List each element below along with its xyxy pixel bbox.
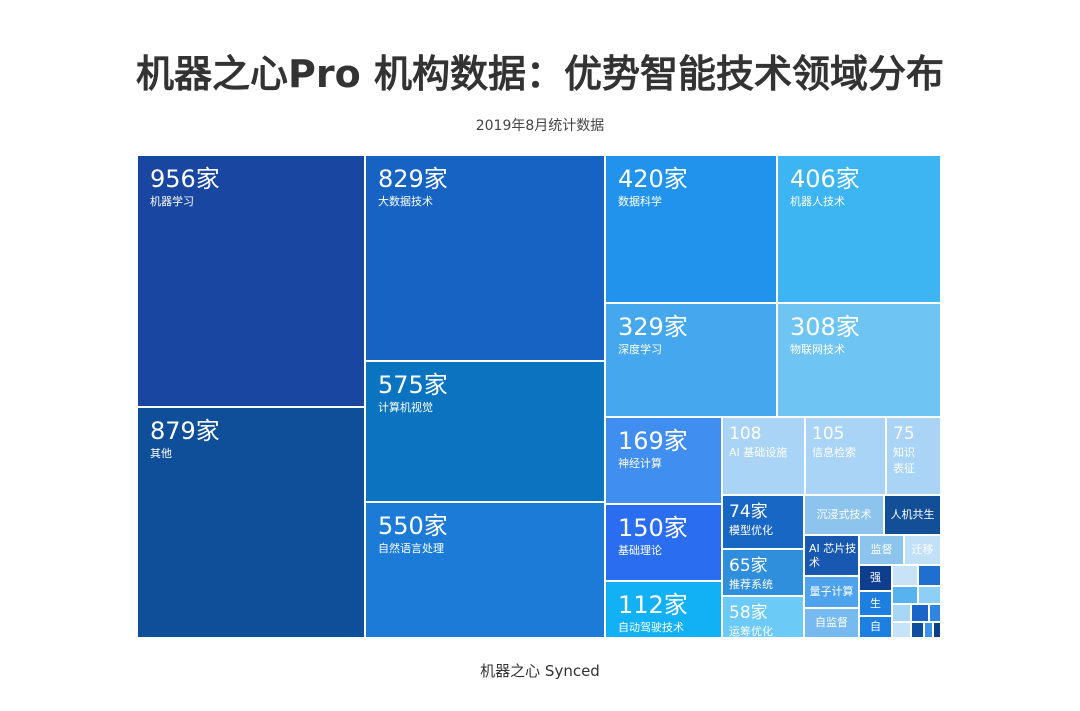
treemap-cell: 108 AI 基础设施 <box>722 417 805 495</box>
treemap-cell <box>929 604 941 622</box>
treemap-cell: 沉浸式技术 <box>804 495 884 535</box>
cell-label: 信息检索 <box>812 446 856 459</box>
treemap-cell: 自 <box>859 616 892 638</box>
cell-label: 迁移 <box>911 543 934 556</box>
treemap-cell: 420家数据科学 <box>605 155 777 303</box>
treemap-cell <box>911 604 929 622</box>
treemap-cell: 150家基础理论 <box>605 504 722 581</box>
cell-label: 计算机视觉 <box>378 401 433 414</box>
cell-value: 956家 <box>150 165 220 193</box>
treemap-cell: 生 <box>859 591 892 616</box>
treemap-cell <box>924 622 933 638</box>
cell-label: 模型优化 <box>729 524 773 537</box>
cell-label: 大数据技术 <box>378 195 433 208</box>
chart-source: 机器之心 Synced <box>480 662 600 680</box>
treemap-cell: AI 芯片技术 <box>804 535 859 576</box>
cell-label: 运筹优化 <box>729 625 773 638</box>
treemap-cell <box>892 565 918 586</box>
cell-value: 406家 <box>790 165 860 193</box>
treemap-cell: 550家自然语言处理 <box>365 502 605 638</box>
treemap-cell: 强 <box>859 565 892 591</box>
chart-subtitle: 2019年8月统计数据 <box>475 118 605 134</box>
treemap-cell: 829家大数据技术 <box>365 155 605 361</box>
treemap-cell <box>892 622 911 638</box>
cell-label: 其他 <box>150 447 172 460</box>
cell-label: 强 <box>870 571 881 584</box>
treemap-cell <box>892 586 918 604</box>
treemap-cell: 监督 <box>859 535 904 565</box>
cell-label: 深度学习 <box>618 343 662 356</box>
treemap-cell <box>918 586 941 604</box>
treemap-cell <box>892 604 911 622</box>
treemap-cell: 65家推荐系统 <box>722 549 804 596</box>
cell-value: 575家 <box>378 371 448 399</box>
cell-label: 知识表征 <box>893 446 915 475</box>
cell-label: AI 芯片技术 <box>809 541 857 569</box>
cell-value: 550家 <box>378 512 448 540</box>
cell-label: 推荐系统 <box>729 578 773 591</box>
cell-label: 自 <box>870 620 881 633</box>
treemap-cell: 406家机器人技术 <box>777 155 941 303</box>
treemap-cell: 迁移 <box>904 535 941 565</box>
treemap-cell: 量子计算 <box>804 576 859 608</box>
cell-label: 机器学习 <box>150 195 194 208</box>
cell-label: 自然语言处理 <box>378 542 444 555</box>
cell-value: 75 <box>893 424 915 444</box>
cell-value: 420家 <box>618 165 688 193</box>
cell-label: 监督 <box>870 543 893 556</box>
treemap-cell: 329家深度学习 <box>605 303 777 417</box>
treemap-cell: 人机共生 <box>884 495 941 535</box>
cell-value: 169家 <box>618 427 688 455</box>
cell-value: 58家 <box>729 603 768 623</box>
treemap-cell: 74家模型优化 <box>722 495 804 549</box>
treemap-cell: 105 信息检索 <box>805 417 886 495</box>
cell-label: 生 <box>870 596 881 610</box>
treemap-cell: 自监督 <box>804 608 859 638</box>
cell-label: 物联网技术 <box>790 343 845 356</box>
cell-value: 74家 <box>729 502 768 522</box>
cell-label: 自监督 <box>815 616 848 629</box>
cell-label: 人机共生 <box>890 508 935 521</box>
cell-value: 105 <box>812 424 845 444</box>
treemap-cell: 169家神经计算 <box>605 417 722 504</box>
cell-value: 329家 <box>618 313 688 341</box>
treemap-cell: 58家运筹优化 <box>722 596 804 638</box>
cell-label: 机器人技术 <box>790 195 845 208</box>
treemap: 956家 机器学习 879家 其他 829家 大数据技术 575家 计算机视觉 550家 自然语言… <box>137 155 941 638</box>
chart-title: 机器之心Pro 机构数据：优势智能技术领域分布 <box>136 52 944 96</box>
treemap-cell: 879家其他 <box>137 407 365 638</box>
treemap-cell <box>911 622 924 638</box>
treemap-cell: 75 知识表征 <box>886 417 941 495</box>
cell-label: 基础理论 <box>618 544 662 557</box>
cell-value: 829家 <box>378 165 448 193</box>
cell-label: 量子计算 <box>809 585 854 598</box>
treemap-cell: 956家机器学习 <box>137 155 365 407</box>
cell-value: 65家 <box>729 556 768 576</box>
cell-value: 150家 <box>618 514 688 542</box>
treemap-cell: 112家自动驾驶技术 <box>605 581 722 638</box>
cell-label: 自动驾驶技术 <box>618 621 684 634</box>
treemap-cell <box>933 622 941 638</box>
cell-value: 108 <box>729 424 762 444</box>
treemap-cell: 308家物联网技术 <box>777 303 941 417</box>
cell-label: 神经计算 <box>618 457 662 470</box>
cell-label: AI 基础设施 <box>729 446 788 459</box>
cell-label: 数据科学 <box>618 195 662 208</box>
cell-value: 308家 <box>790 313 860 341</box>
cell-value: 879家 <box>150 417 220 445</box>
treemap-cell <box>918 565 941 586</box>
cell-value: 112家 <box>618 591 688 619</box>
treemap-cell: 575家计算机视觉 <box>365 361 605 502</box>
cell-label: 沉浸式技术 <box>816 508 872 521</box>
